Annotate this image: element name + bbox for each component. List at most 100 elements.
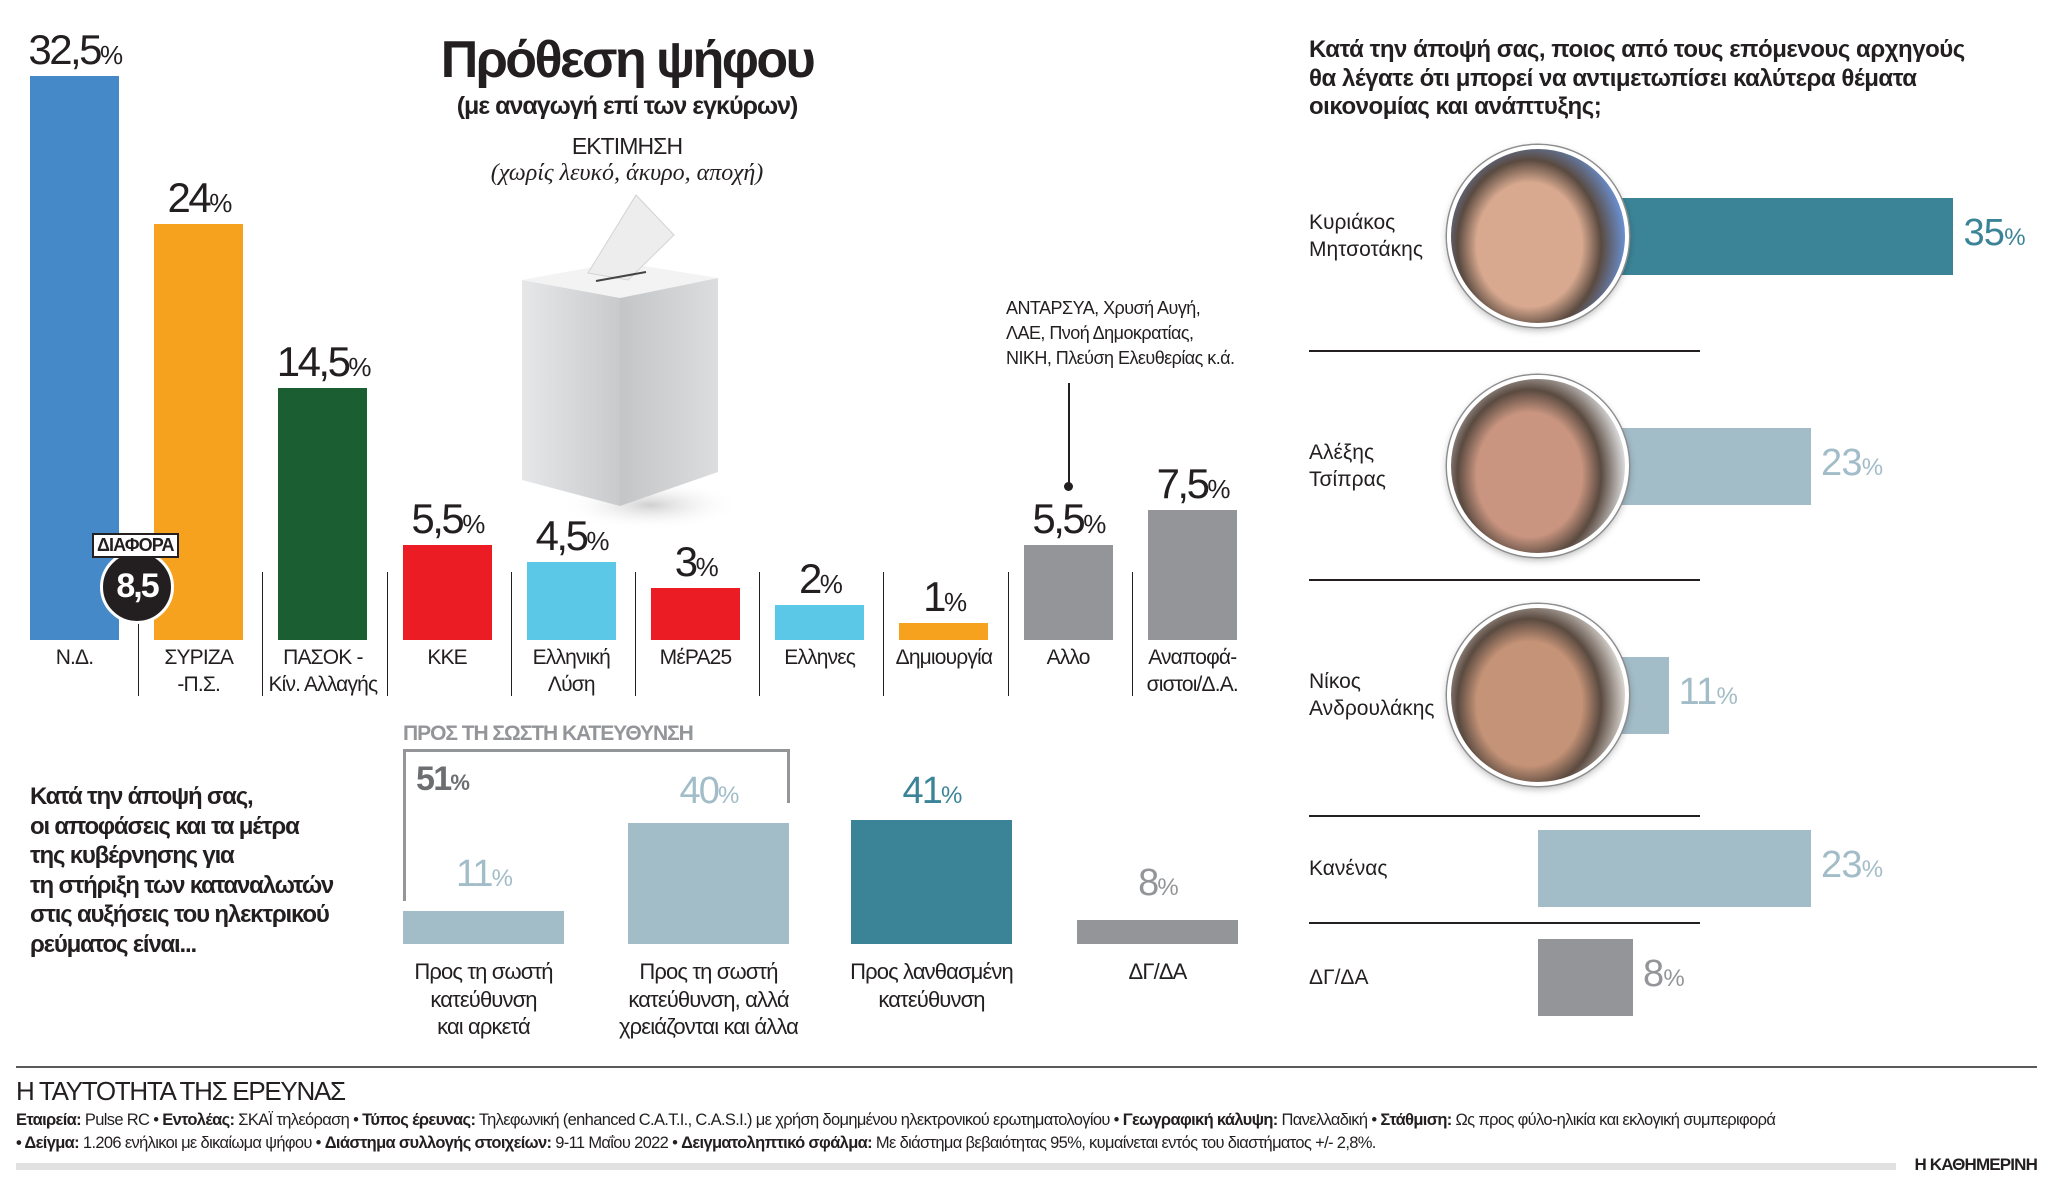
category-separator: [138, 572, 140, 696]
category-label-line: Ν.Δ.: [55, 646, 94, 669]
leader-name-line: Μητσοτάκης: [1309, 238, 1423, 261]
question-line: της κυβέρνησης για: [30, 842, 235, 869]
value-number: 8: [1642, 953, 1664, 995]
category-label-line: Προς λανθασμένη: [850, 959, 1014, 984]
leader-name: Αλέξης Τσίπρας: [1309, 439, 1386, 493]
category-separator: [759, 572, 761, 696]
detail-value: ΣΚΑΪ τηλεόραση •: [234, 1111, 363, 1129]
category-label: Ελληνική Λύση: [492, 644, 651, 698]
bar-3: [1538, 829, 1811, 907]
percent-sign: %: [100, 40, 123, 71]
percent-sign: %: [819, 569, 843, 600]
footer-divider: [16, 1066, 2037, 1068]
detail-key: Τύπος έρευνας:: [362, 1111, 476, 1129]
category-separator: [262, 572, 264, 696]
leader-photo: [1447, 604, 1629, 786]
value-number: 23: [1821, 442, 1863, 484]
chart-subtitle: (με αναγωγή επί των εγκύρων): [456, 92, 799, 120]
measures-question: Κατά την άποψή σας, οι αποφάσεις και τα …: [30, 782, 334, 959]
category-label-line: και αρκετά: [437, 1014, 531, 1039]
bar-2: [851, 819, 1012, 944]
percent-sign: %: [1861, 454, 1883, 481]
category-label-line: Προς τη σωστή: [639, 959, 778, 984]
note-line: ΝΙΚΗ, Πλεύση Ελευθερίας κ.ά.: [1006, 348, 1235, 368]
percent-sign: %: [2004, 224, 2025, 251]
category-separator: [386, 572, 388, 696]
footer-bar: [16, 1163, 1896, 1170]
category-label-line: χρειάζονται και άλλα: [619, 1014, 799, 1039]
value-label: 5,5%: [994, 495, 1143, 543]
category-label-line: ΜέΡΑ25: [659, 646, 732, 669]
survey-identity-title: Η ΤΑΥΤΟΤΗΤΑ ΤΗΣ ΕΡΕΥΝΑΣ: [16, 1076, 346, 1106]
detail-key: Διάστημα συλλογής στοιχείων:: [324, 1134, 552, 1152]
value-label: 4,5%: [497, 512, 646, 560]
leader-name: ΔΓ/ΔΑ: [1309, 964, 1368, 991]
value-label: 8%: [1077, 862, 1238, 905]
category-label-line: Αλλο: [1046, 646, 1091, 669]
value-number: 1: [923, 572, 946, 620]
bar-7: [899, 622, 989, 640]
category-label: ΜέΡΑ25: [616, 644, 775, 671]
detail-value: Πανελλαδική •: [1277, 1111, 1381, 1129]
value-number: 32,5: [28, 26, 102, 74]
value-number: 2: [798, 555, 822, 603]
category-label-line: κατεύθυνση, αλλά: [628, 986, 789, 1012]
group-total: 51%: [416, 760, 470, 799]
other-parties-note: ΑΝΤΑΡΣΥΑ, Χρυσή Αυγή, ΛΑΕ, Πνοή Δημοκρατ…: [1006, 296, 1235, 371]
percent-sign: %: [491, 864, 513, 892]
bar-4: [526, 561, 616, 640]
question-line: οικονομίας και ανάπτυξης;: [1309, 93, 1602, 120]
bar-2: [278, 388, 368, 640]
value-label: 40%: [628, 770, 789, 813]
value-label: 7,5%: [1118, 460, 1267, 508]
detail-value: Με διάστημα βεβαιότητας 95%, κυμαίνεται …: [871, 1134, 1376, 1152]
leader-name: Κανένας: [1309, 855, 1388, 882]
percent-sign: %: [718, 782, 739, 809]
detail-key: Εντολέας:: [162, 1111, 235, 1129]
percent-sign: %: [941, 782, 962, 809]
leader-name-line: Κανένας: [1309, 856, 1388, 880]
question-line: θα λέγατε ότι μπορεί να αντιμετωπίσει κα…: [1309, 64, 1917, 92]
leaders-question: Κατά την άποψή σας, ποιος από τους επόμε…: [1309, 36, 1965, 122]
category-label-line: Δημιουργία: [895, 646, 993, 669]
category-label-line: ΣΥΡΙΖΑ: [164, 646, 233, 669]
category-label-line: ΔΓ/ΔΑ: [1128, 959, 1188, 984]
category-separator: [883, 572, 885, 696]
note-line: ΑΝΤΑΡΣΥΑ, Χρυσή Αυγή,: [1006, 298, 1201, 318]
value-label: 35%: [1963, 212, 2025, 255]
value-label: 14,5%: [248, 338, 397, 386]
leader-photo: [1447, 145, 1629, 327]
question-line: Κατά την άποψή σας,: [30, 783, 254, 810]
category-label: ΚΚΕ: [368, 644, 527, 671]
category-separator: [1131, 572, 1133, 696]
group-total-value: 51: [416, 760, 452, 798]
value-number: 4,5: [535, 511, 589, 559]
percent-sign: %: [695, 551, 719, 582]
difference-value: 8,5: [100, 550, 174, 624]
value-label: 23%: [1821, 442, 1883, 485]
category-label-line: ΠΑΣΟΚ -: [283, 646, 363, 669]
brand-logo: Η ΚΑΘΗΜΕΡΙΝΗ: [1914, 1155, 2037, 1174]
percent-sign: %: [586, 525, 609, 556]
survey-details-line-1: Εταιρεία: Pulse RC • Εντολέας: ΣΚΑΪ τηλε…: [16, 1111, 1776, 1130]
category-label: Αναποφά-σιστοι/Δ.Α.: [1113, 644, 1272, 698]
percent-sign: %: [450, 770, 470, 795]
bar-3: [402, 544, 492, 640]
percent-sign: %: [462, 508, 485, 539]
question-line: στις αυξήσεις του ηλεκτρικού: [30, 901, 330, 928]
value-label: 24%: [124, 174, 273, 222]
row-divider: [1309, 815, 1700, 817]
value-number: 11: [455, 852, 494, 895]
category-label: Προς τη σωστή κατεύθυνση, αλλά χρειάζονται…: [609, 958, 809, 1041]
category-label-line: Ελληνες: [784, 646, 856, 669]
category-label-line: σιστοι/Δ.Α.: [1146, 673, 1239, 696]
detail-key: Γεωγραφική κάλυψη:: [1122, 1111, 1279, 1129]
percent-sign: %: [209, 187, 232, 218]
percent-sign: %: [1861, 856, 1883, 883]
bar-9: [1147, 509, 1237, 640]
note-pointer-dot: [1064, 482, 1073, 491]
value-label: 23%: [1821, 844, 1883, 887]
value-label: 2%: [745, 555, 894, 603]
row-divider: [1309, 922, 1700, 924]
percent-sign: %: [1207, 473, 1230, 504]
